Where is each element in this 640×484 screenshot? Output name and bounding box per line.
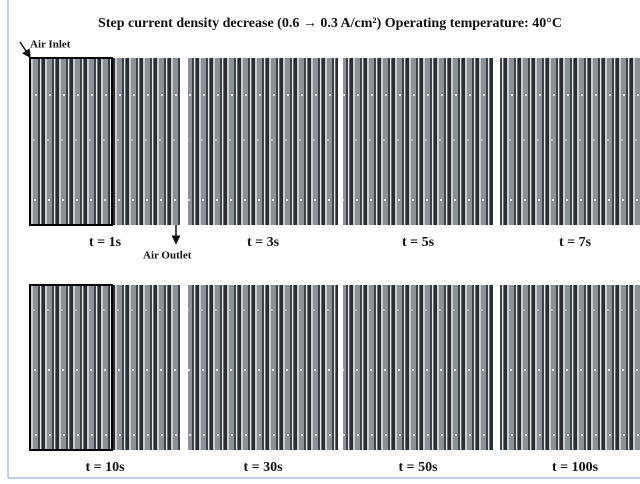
figure-title: Step current density decrease (0.6 → 0.3… [98,16,562,31]
inlet-label: Air Inlet [30,39,71,51]
outlet-label: Air Outlet [143,250,192,262]
panel-label: t = 1s [89,235,122,250]
channel-image [500,58,640,225]
channel-image [30,285,180,450]
panel-label: t = 3s [247,235,280,250]
channel-image [188,58,338,225]
panel-label: t = 100s [552,460,599,475]
channel-image [343,58,493,225]
panel-label: t = 10s [85,460,125,475]
inlet-arrow [20,42,30,57]
channel-image [500,285,640,450]
panel-label: t = 5s [402,235,435,250]
panels: t = 1s t = 3s t = 5s t = 7s t = 10s t = 30s t … [30,58,640,475]
channel-image [188,285,338,450]
figure: Step current density decrease (0.6 → 0.3… [0,0,640,484]
panel-label: t = 7s [559,235,592,250]
panel-label: t = 50s [398,460,438,475]
panel-label: t = 30s [243,460,283,475]
channel-image [30,58,180,225]
channel-image [343,285,493,450]
